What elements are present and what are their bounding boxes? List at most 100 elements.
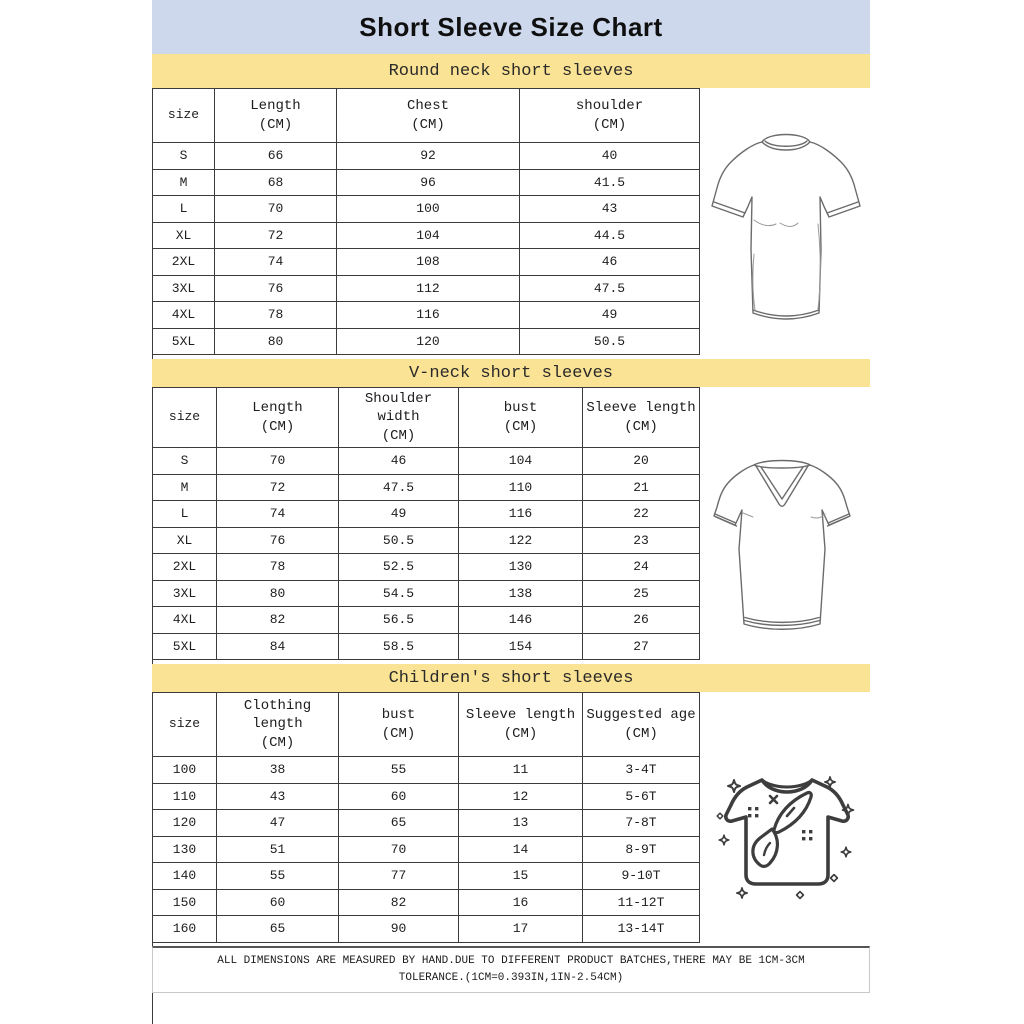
table-cell: 80	[216, 579, 339, 607]
table-cell: 16	[458, 888, 583, 916]
table-row: 160 65 90 17 13-14T	[152, 915, 700, 943]
table-cell: 82	[216, 606, 339, 634]
table-cell: 120	[152, 809, 217, 837]
table-cell: L	[152, 195, 215, 223]
table-cell: 7-8T	[582, 809, 700, 837]
table-cell: 146	[458, 606, 583, 634]
column-header: Sleeve length (CM)	[458, 692, 583, 757]
table-cell: 104	[458, 447, 583, 475]
table-cell: 44.5	[519, 221, 700, 249]
table-cell: 60	[338, 782, 459, 810]
section-band-v-neck: V-neck short sleeves	[152, 359, 870, 387]
table-cell: 25	[582, 579, 700, 607]
column-header: Clothing length (CM)	[216, 692, 339, 757]
table-cell: 72	[216, 473, 339, 501]
table-cell: 43	[519, 195, 700, 223]
table-cell: 5-6T	[582, 782, 700, 810]
table-cell: 5XL	[152, 632, 217, 660]
column-header: bust (CM)	[338, 692, 459, 757]
kids-tshirt-paintbrush-illustration	[716, 776, 855, 900]
table-cell: 82	[338, 888, 459, 916]
column-header: size	[152, 387, 217, 448]
table-row: 120 47 65 13 7-8T	[152, 809, 700, 837]
table-cell: 14	[458, 835, 583, 863]
round-neck-tshirt-illustration	[711, 133, 861, 320]
section-band-round-neck: Round neck short sleeves	[152, 54, 870, 88]
table-cell: 22	[582, 500, 700, 528]
table-cell: 96	[336, 168, 520, 196]
table-cell: XL	[152, 526, 217, 554]
table-cell: 78	[214, 301, 337, 329]
table-cell: 49	[338, 500, 459, 528]
paintbrush-icon	[751, 790, 813, 868]
column-header: Suggested age (CM)	[582, 692, 700, 757]
tolerance-note-line1: ALL DIMENSIONS ARE MEASURED BY HAND.DUE …	[217, 954, 805, 967]
table-cell: 108	[336, 248, 520, 276]
cross-marks	[768, 794, 779, 805]
table-cell: 58.5	[338, 632, 459, 660]
paint-dots	[748, 807, 813, 841]
table-cell: 20	[582, 447, 700, 475]
table-cell: 49	[519, 301, 700, 329]
table-cell: 74	[214, 248, 337, 276]
table-cell: 92	[336, 142, 520, 170]
v-neck-size-table: size Length (CM) Shoulder width (CM) bust (…	[152, 387, 700, 660]
table-cell: 3XL	[152, 274, 215, 302]
table-cell: 100	[152, 756, 217, 784]
v-neck-tshirt-illustration	[713, 459, 851, 630]
table-cell: 4XL	[152, 606, 217, 634]
table-cell: 11-12T	[582, 888, 700, 916]
table-cell: 38	[216, 756, 339, 784]
header-row: size Length (CM) Chest (CM) shoulder (CM)	[152, 88, 700, 143]
table-cell: 13	[458, 809, 583, 837]
table-cell: 2XL	[152, 553, 217, 581]
table-row: S 70 46 104 20	[152, 447, 700, 475]
table-cell: 52.5	[338, 553, 459, 581]
tolerance-note-line2: TOLERANCE.(1CM=0.393IN,1IN-2.54CM)	[398, 971, 624, 984]
table-cell: 27	[582, 632, 700, 660]
table-cell: 150	[152, 888, 217, 916]
table-cell: 76	[216, 526, 339, 554]
table-cell: 70	[216, 447, 339, 475]
table-cell: 116	[336, 301, 520, 329]
table-cell: M	[152, 168, 215, 196]
table-row: M 68 96 41.5	[152, 168, 700, 196]
column-header: bust (CM)	[458, 387, 583, 448]
table-cell: 21	[582, 473, 700, 501]
table-row: 110 43 60 12 5-6T	[152, 782, 700, 810]
table-cell: 3-4T	[582, 756, 700, 784]
column-header: Length (CM)	[216, 387, 339, 448]
table-cell: L	[152, 500, 217, 528]
table-cell: 13-14T	[582, 915, 700, 943]
table-cell: 66	[214, 142, 337, 170]
column-header: size	[152, 692, 217, 757]
table-cell: 41.5	[519, 168, 700, 196]
table-row: L 70 100 43	[152, 195, 700, 223]
table-cell: 120	[336, 327, 520, 355]
table-cell: 50.5	[519, 327, 700, 355]
table-row: 130 51 70 14 8-9T	[152, 835, 700, 863]
table-cell: 23	[582, 526, 700, 554]
table-cell: 26	[582, 606, 700, 634]
table-cell: 8-9T	[582, 835, 700, 863]
round-neck-size-table: size Length (CM) Chest (CM) shoulder (CM) S 6…	[152, 88, 700, 355]
table-cell: S	[152, 447, 217, 475]
size-chart-page: Short Sleeve Size Chart Round neck short…	[152, 0, 870, 1024]
table-cell: 74	[216, 500, 339, 528]
header-row: size Length (CM) Shoulder width (CM) bust (…	[152, 387, 700, 448]
table-cell: 47.5	[338, 473, 459, 501]
section-band-children: Children's short sleeves	[152, 664, 870, 692]
table-row: XL 76 50.5 122 23	[152, 526, 700, 554]
table-cell: 130	[152, 835, 217, 863]
table-cell: 50.5	[338, 526, 459, 554]
table-cell: 17	[458, 915, 583, 943]
children-size-table: size Clothing length (CM) bust (CM) Sleeve …	[152, 692, 700, 943]
column-header: shoulder (CM)	[519, 88, 700, 143]
column-header: Chest (CM)	[336, 88, 520, 143]
table-cell: 60	[216, 888, 339, 916]
table-row: 3XL 76 112 47.5	[152, 274, 700, 302]
table-cell: 65	[338, 809, 459, 837]
table-cell: 43	[216, 782, 339, 810]
table-cell: 12	[458, 782, 583, 810]
table-cell: 116	[458, 500, 583, 528]
